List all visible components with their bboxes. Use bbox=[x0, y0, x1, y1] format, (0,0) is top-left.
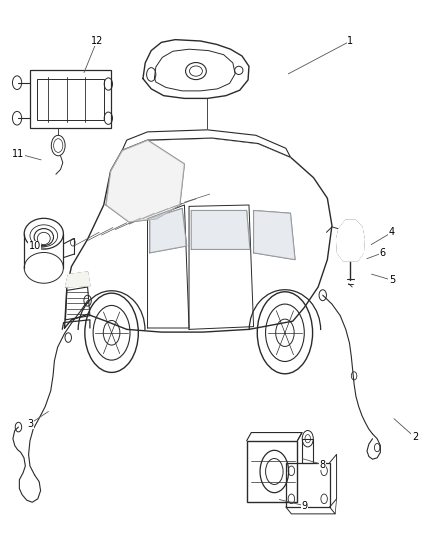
Text: 3: 3 bbox=[27, 418, 33, 429]
Text: 6: 6 bbox=[380, 248, 386, 258]
Bar bbox=[37, 78, 104, 120]
Polygon shape bbox=[150, 208, 187, 253]
Text: 9: 9 bbox=[301, 500, 307, 511]
Text: 5: 5 bbox=[389, 275, 395, 285]
Polygon shape bbox=[191, 211, 250, 249]
Polygon shape bbox=[122, 130, 290, 157]
Bar bbox=[247, 441, 297, 502]
Text: 2: 2 bbox=[412, 432, 418, 442]
Text: 4: 4 bbox=[389, 228, 395, 237]
Polygon shape bbox=[64, 138, 332, 332]
Bar bbox=[30, 70, 111, 128]
Text: 11: 11 bbox=[12, 149, 25, 159]
Text: 12: 12 bbox=[91, 36, 103, 46]
Polygon shape bbox=[65, 272, 90, 287]
Bar bbox=[286, 463, 330, 507]
Text: 8: 8 bbox=[320, 459, 326, 470]
Polygon shape bbox=[106, 140, 184, 222]
Text: 10: 10 bbox=[28, 241, 41, 251]
Bar bbox=[302, 439, 313, 463]
Polygon shape bbox=[336, 220, 364, 261]
Polygon shape bbox=[254, 211, 295, 260]
Text: 1: 1 bbox=[347, 36, 353, 46]
